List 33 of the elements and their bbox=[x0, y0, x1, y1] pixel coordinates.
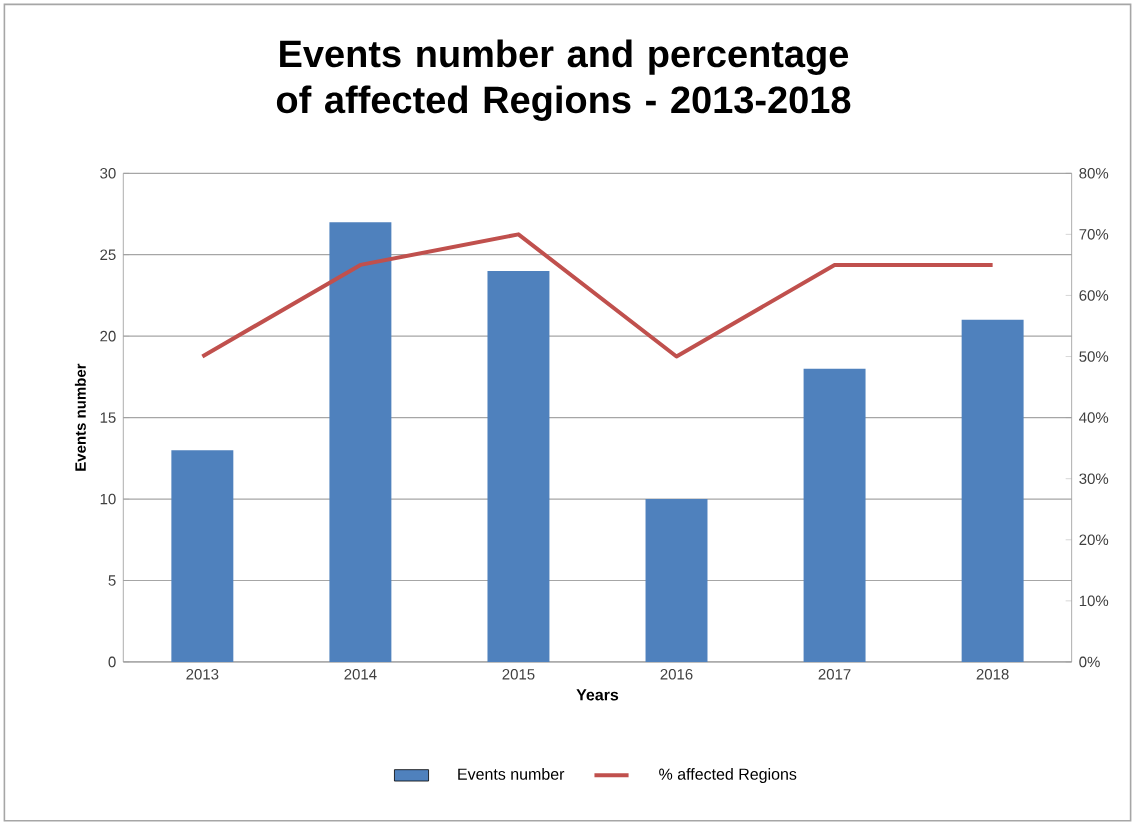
y-tick-label: 10 bbox=[100, 493, 116, 505]
x-tick-label: 2014 bbox=[344, 668, 377, 680]
y2-tick-label: 70% bbox=[1079, 228, 1109, 240]
bar bbox=[171, 450, 234, 662]
y2-tick-label: 80% bbox=[1079, 167, 1109, 179]
y2-tick-label: 10% bbox=[1079, 595, 1109, 607]
chart-title: Events number and percentage of affected Regions - 2013-2018 bbox=[276, 39, 851, 121]
bar bbox=[961, 319, 1024, 662]
x-tick-label: 2013 bbox=[186, 668, 219, 680]
y-axis-title: Events number bbox=[74, 363, 86, 471]
y-tick-label: 15 bbox=[100, 412, 116, 423]
legend-label: Events number bbox=[458, 767, 565, 780]
bar bbox=[645, 498, 708, 662]
y-tick-label: 0 bbox=[108, 656, 116, 668]
x-tick-label: 2018 bbox=[976, 668, 1009, 680]
x-tick-label: 2015 bbox=[502, 668, 535, 680]
x-tick-label: 2016 bbox=[660, 668, 693, 680]
y2-tick-label: 60% bbox=[1079, 290, 1109, 301]
y-tick-label: 5 bbox=[108, 575, 116, 586]
bar bbox=[487, 270, 550, 662]
x-axis-title: Years bbox=[576, 689, 619, 701]
y2-tick-label: 30% bbox=[1079, 473, 1109, 484]
x-tick-label: 2017 bbox=[818, 668, 851, 680]
y2-tick-label: 40% bbox=[1079, 412, 1109, 423]
y-tick-label: 25 bbox=[100, 249, 116, 260]
bar bbox=[803, 368, 866, 662]
y-tick-label: 30 bbox=[100, 167, 116, 179]
y2-tick-label: 0% bbox=[1079, 656, 1100, 668]
y2-tick-label: 50% bbox=[1079, 351, 1109, 362]
y2-tick-label: 20% bbox=[1079, 534, 1109, 545]
y-tick-label: 20 bbox=[100, 330, 116, 342]
bar bbox=[329, 222, 392, 662]
legend-label: % affected Regions bbox=[659, 767, 797, 783]
